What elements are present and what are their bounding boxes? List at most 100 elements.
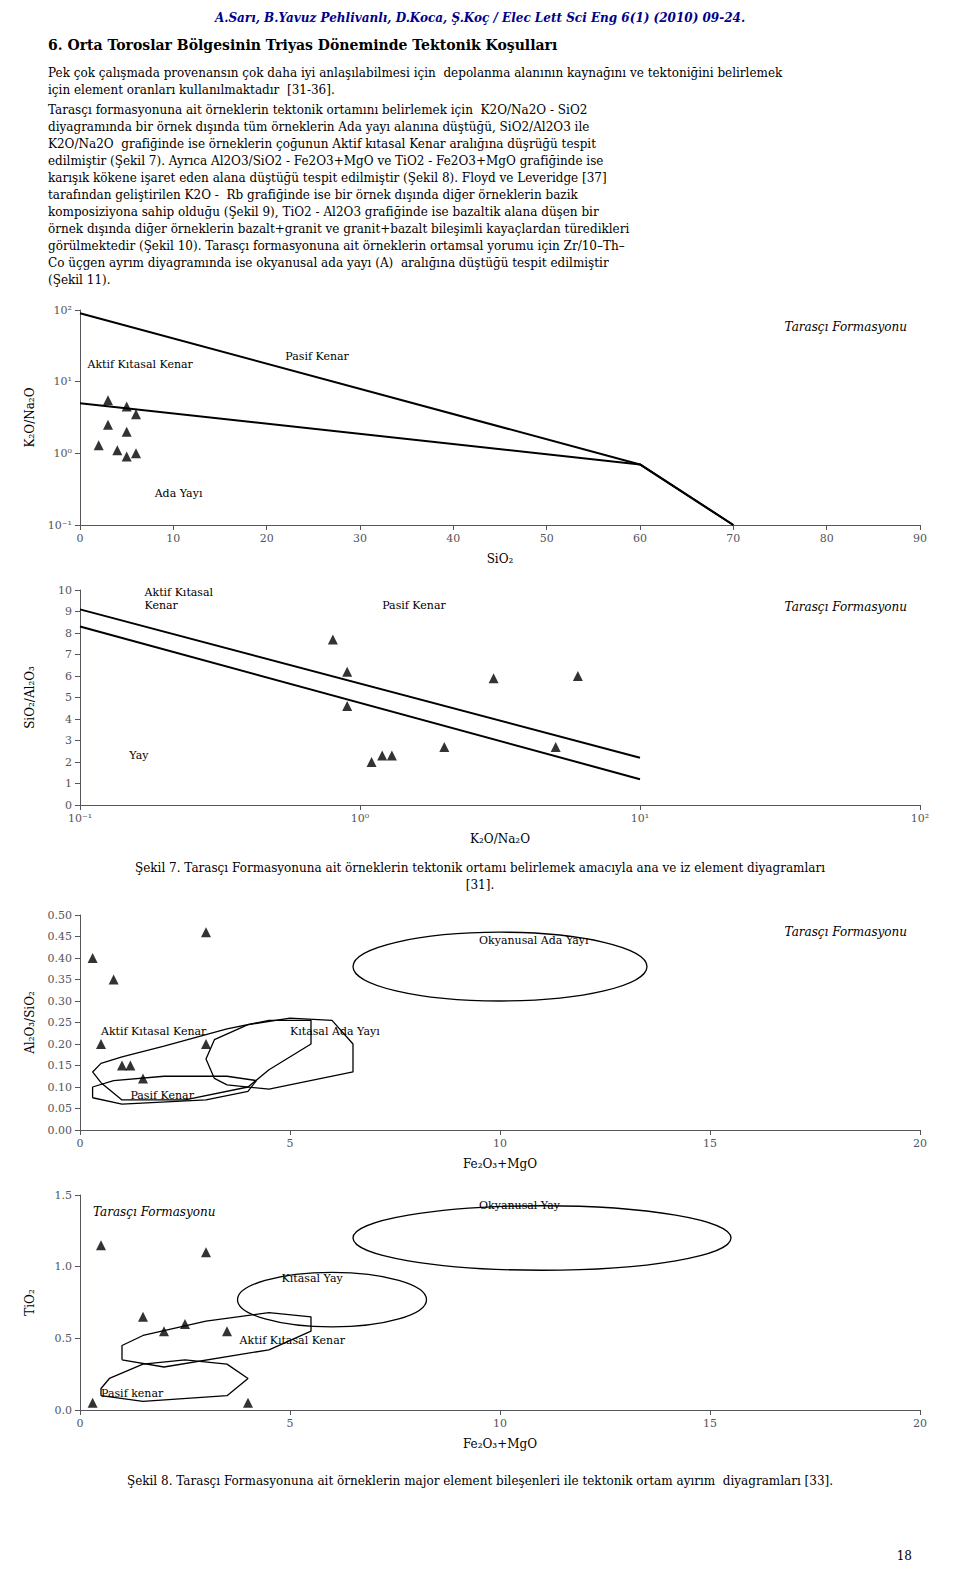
svg-text:10: 10 [58, 584, 72, 597]
svg-text:0.25: 0.25 [48, 1016, 73, 1029]
svg-text:Pasif Kenar: Pasif Kenar [285, 350, 349, 363]
svg-text:3: 3 [65, 734, 72, 747]
svg-text:Pasif kenar: Pasif kenar [101, 1387, 164, 1400]
svg-text:0: 0 [77, 1137, 84, 1150]
svg-text:10⁻¹: 10⁻¹ [68, 812, 92, 825]
svg-text:6. Orta Toroslar Bölgesinin Tr: 6. Orta Toroslar Bölgesinin Triyas Dönem… [48, 37, 557, 53]
svg-text:0.20: 0.20 [48, 1038, 73, 1051]
svg-text:Tarasçı Formasyonu: Tarasçı Formasyonu [785, 320, 907, 334]
svg-text:10⁻¹: 10⁻¹ [48, 519, 72, 532]
svg-text:Tarasçı Formasyonu: Tarasçı Formasyonu [785, 925, 907, 939]
svg-text:Aktif Kıtasal: Aktif Kıtasal [144, 586, 214, 599]
svg-text:örnek dışında diğer örneklerin: örnek dışında diğer örneklerin bazalt+gr… [48, 222, 629, 236]
svg-text:Okyanusal Yay: Okyanusal Yay [479, 1199, 561, 1212]
svg-text:K2O/Na2O grafiğinde ise örnek: K2O/Na2O grafiğinde ise örneklerin çoğun… [48, 137, 596, 151]
svg-text:diyagramında bir örnek dışında: diyagramında bir örnek dışında tüm örnek… [48, 120, 589, 134]
svg-text:komposiziyona sahip olduğu (Şe: komposiziyona sahip olduğu (Şekil 9), Ti… [48, 205, 599, 219]
svg-text:10: 10 [493, 1137, 507, 1150]
svg-text:10²: 10² [911, 812, 929, 825]
svg-text:Tarasçı formasyonuna ait örnek: Tarasçı formasyonuna ait örneklerin tekt… [48, 103, 587, 117]
svg-text:Yay: Yay [128, 749, 149, 762]
svg-text:karışık kökene işaret eden ala: karışık kökene işaret eden alana düştüğü… [48, 171, 607, 185]
svg-text:10¹: 10¹ [631, 812, 649, 825]
svg-text:Ada Yayı: Ada Yayı [154, 487, 203, 500]
svg-text:40: 40 [446, 532, 460, 545]
svg-text:20: 20 [260, 532, 274, 545]
svg-text:0.35: 0.35 [48, 973, 73, 986]
svg-text:Pasif Kenar: Pasif Kenar [130, 1089, 194, 1102]
svg-text:0.00: 0.00 [48, 1124, 73, 1137]
svg-text:Kenar: Kenar [145, 599, 179, 612]
svg-text:Tarasçı Formasyonu: Tarasçı Formasyonu [785, 600, 907, 614]
svg-text:Fe₂O₃+MgO: Fe₂O₃+MgO [463, 1437, 537, 1451]
svg-text:A.Sarı, B.Yavuz Pehlivanlı, D.: A.Sarı, B.Yavuz Pehlivanlı, D.Koca, Ş.Ko… [214, 11, 745, 25]
svg-text:edilmiştir (Şekil 7). Ayrıca A: edilmiştir (Şekil 7). Ayrıca Al2O3/SiO2 … [48, 154, 603, 168]
svg-text:2: 2 [65, 756, 72, 769]
svg-text:1.0: 1.0 [55, 1260, 73, 1273]
svg-text:0.10: 0.10 [48, 1081, 73, 1094]
svg-text:5: 5 [65, 691, 72, 704]
svg-text:Al₂O₃/SiO₂: Al₂O₃/SiO₂ [23, 991, 37, 1055]
svg-text:Şekil 8. Tarasçı Formasyonuna: Şekil 8. Tarasçı Formasyonuna ait örnekl… [127, 1474, 833, 1488]
svg-text:18: 18 [897, 1549, 912, 1563]
svg-text:0: 0 [77, 532, 84, 545]
svg-text:70: 70 [726, 532, 740, 545]
svg-text:Co üçgen ayrım diyagramında is: Co üçgen ayrım diyagramında ise okyanusa… [48, 256, 609, 270]
svg-text:SiO₂/Al₂O₃: SiO₂/Al₂O₃ [23, 666, 37, 729]
svg-text:Tarasçı Formasyonu: Tarasçı Formasyonu [93, 1205, 215, 1219]
svg-text:0.40: 0.40 [48, 952, 73, 965]
svg-text:6: 6 [65, 670, 72, 683]
svg-text:TiO₂: TiO₂ [23, 1289, 37, 1316]
svg-text:60: 60 [633, 532, 647, 545]
svg-text:0: 0 [77, 1417, 84, 1430]
svg-text:10: 10 [166, 532, 180, 545]
svg-text:1: 1 [65, 777, 72, 790]
svg-text:30: 30 [353, 532, 367, 545]
svg-text:5: 5 [287, 1417, 294, 1430]
svg-text:Şekil 7. Tarasçı Formasyonuna: Şekil 7. Tarasçı Formasyonuna ait örnekl… [135, 861, 825, 875]
svg-text:Aktif Kıtasal Kenar: Aktif Kıtasal Kenar [100, 1025, 207, 1038]
svg-text:0.50: 0.50 [48, 909, 73, 922]
svg-text:0.5: 0.5 [55, 1332, 73, 1345]
svg-text:Kıtasal Ada Yayı: Kıtasal Ada Yayı [290, 1025, 380, 1038]
svg-text:[31].: [31]. [466, 878, 494, 892]
svg-text:0.0: 0.0 [55, 1404, 73, 1417]
svg-text:Aktif Kıtasal Kenar: Aktif Kıtasal Kenar [239, 1334, 346, 1347]
svg-text:50: 50 [540, 532, 554, 545]
svg-text:20: 20 [913, 1417, 927, 1430]
svg-text:7: 7 [65, 648, 72, 661]
svg-text:Fe₂O₃+MgO: Fe₂O₃+MgO [463, 1157, 537, 1171]
svg-text:0.15: 0.15 [48, 1059, 73, 1072]
svg-text:1.5: 1.5 [55, 1189, 73, 1202]
svg-text:K₂O/Na₂O: K₂O/Na₂O [470, 832, 530, 846]
svg-text:9: 9 [65, 605, 72, 618]
svg-text:0: 0 [65, 799, 72, 812]
svg-text:10⁰: 10⁰ [54, 447, 73, 460]
svg-text:için element oranları kullanıl: için element oranları kullanılmaktadır [… [48, 83, 335, 97]
svg-text:K₂O/Na₂O: K₂O/Na₂O [23, 387, 37, 447]
svg-text:tarafından geliştirilen K2O -: tarafından geliştirilen K2O - Rb grafiği… [48, 188, 578, 202]
svg-text:Kıtasal Yay: Kıtasal Yay [282, 1272, 344, 1285]
svg-text:Aktif Kıtasal Kenar: Aktif Kıtasal Kenar [86, 358, 193, 371]
svg-text:görülmektedir (Şekil 10). Tara: görülmektedir (Şekil 10). Tarasçı formas… [48, 239, 625, 253]
svg-text:15: 15 [703, 1137, 717, 1150]
svg-text:0.05: 0.05 [48, 1102, 73, 1115]
svg-text:0.45: 0.45 [48, 930, 73, 943]
svg-text:4: 4 [65, 713, 72, 726]
svg-text:15: 15 [703, 1417, 717, 1430]
svg-text:(Şekil 11).: (Şekil 11). [48, 273, 111, 287]
svg-text:5: 5 [287, 1137, 294, 1150]
svg-text:SiO₂: SiO₂ [487, 552, 514, 566]
svg-text:20: 20 [913, 1137, 927, 1150]
svg-text:90: 90 [913, 532, 927, 545]
svg-text:10: 10 [493, 1417, 507, 1430]
svg-text:10¹: 10¹ [54, 375, 72, 388]
svg-text:10⁰: 10⁰ [351, 812, 370, 825]
svg-text:80: 80 [820, 532, 834, 545]
svg-text:Okyanusal Ada Yayı: Okyanusal Ada Yayı [479, 934, 589, 947]
svg-text:0.30: 0.30 [48, 995, 73, 1008]
svg-text:Pasif Kenar: Pasif Kenar [382, 599, 446, 612]
svg-text:Pek çok çalışmada provenansın: Pek çok çalışmada provenansın çok daha i… [48, 66, 786, 80]
svg-text:10²: 10² [54, 304, 72, 317]
svg-text:8: 8 [65, 627, 72, 640]
